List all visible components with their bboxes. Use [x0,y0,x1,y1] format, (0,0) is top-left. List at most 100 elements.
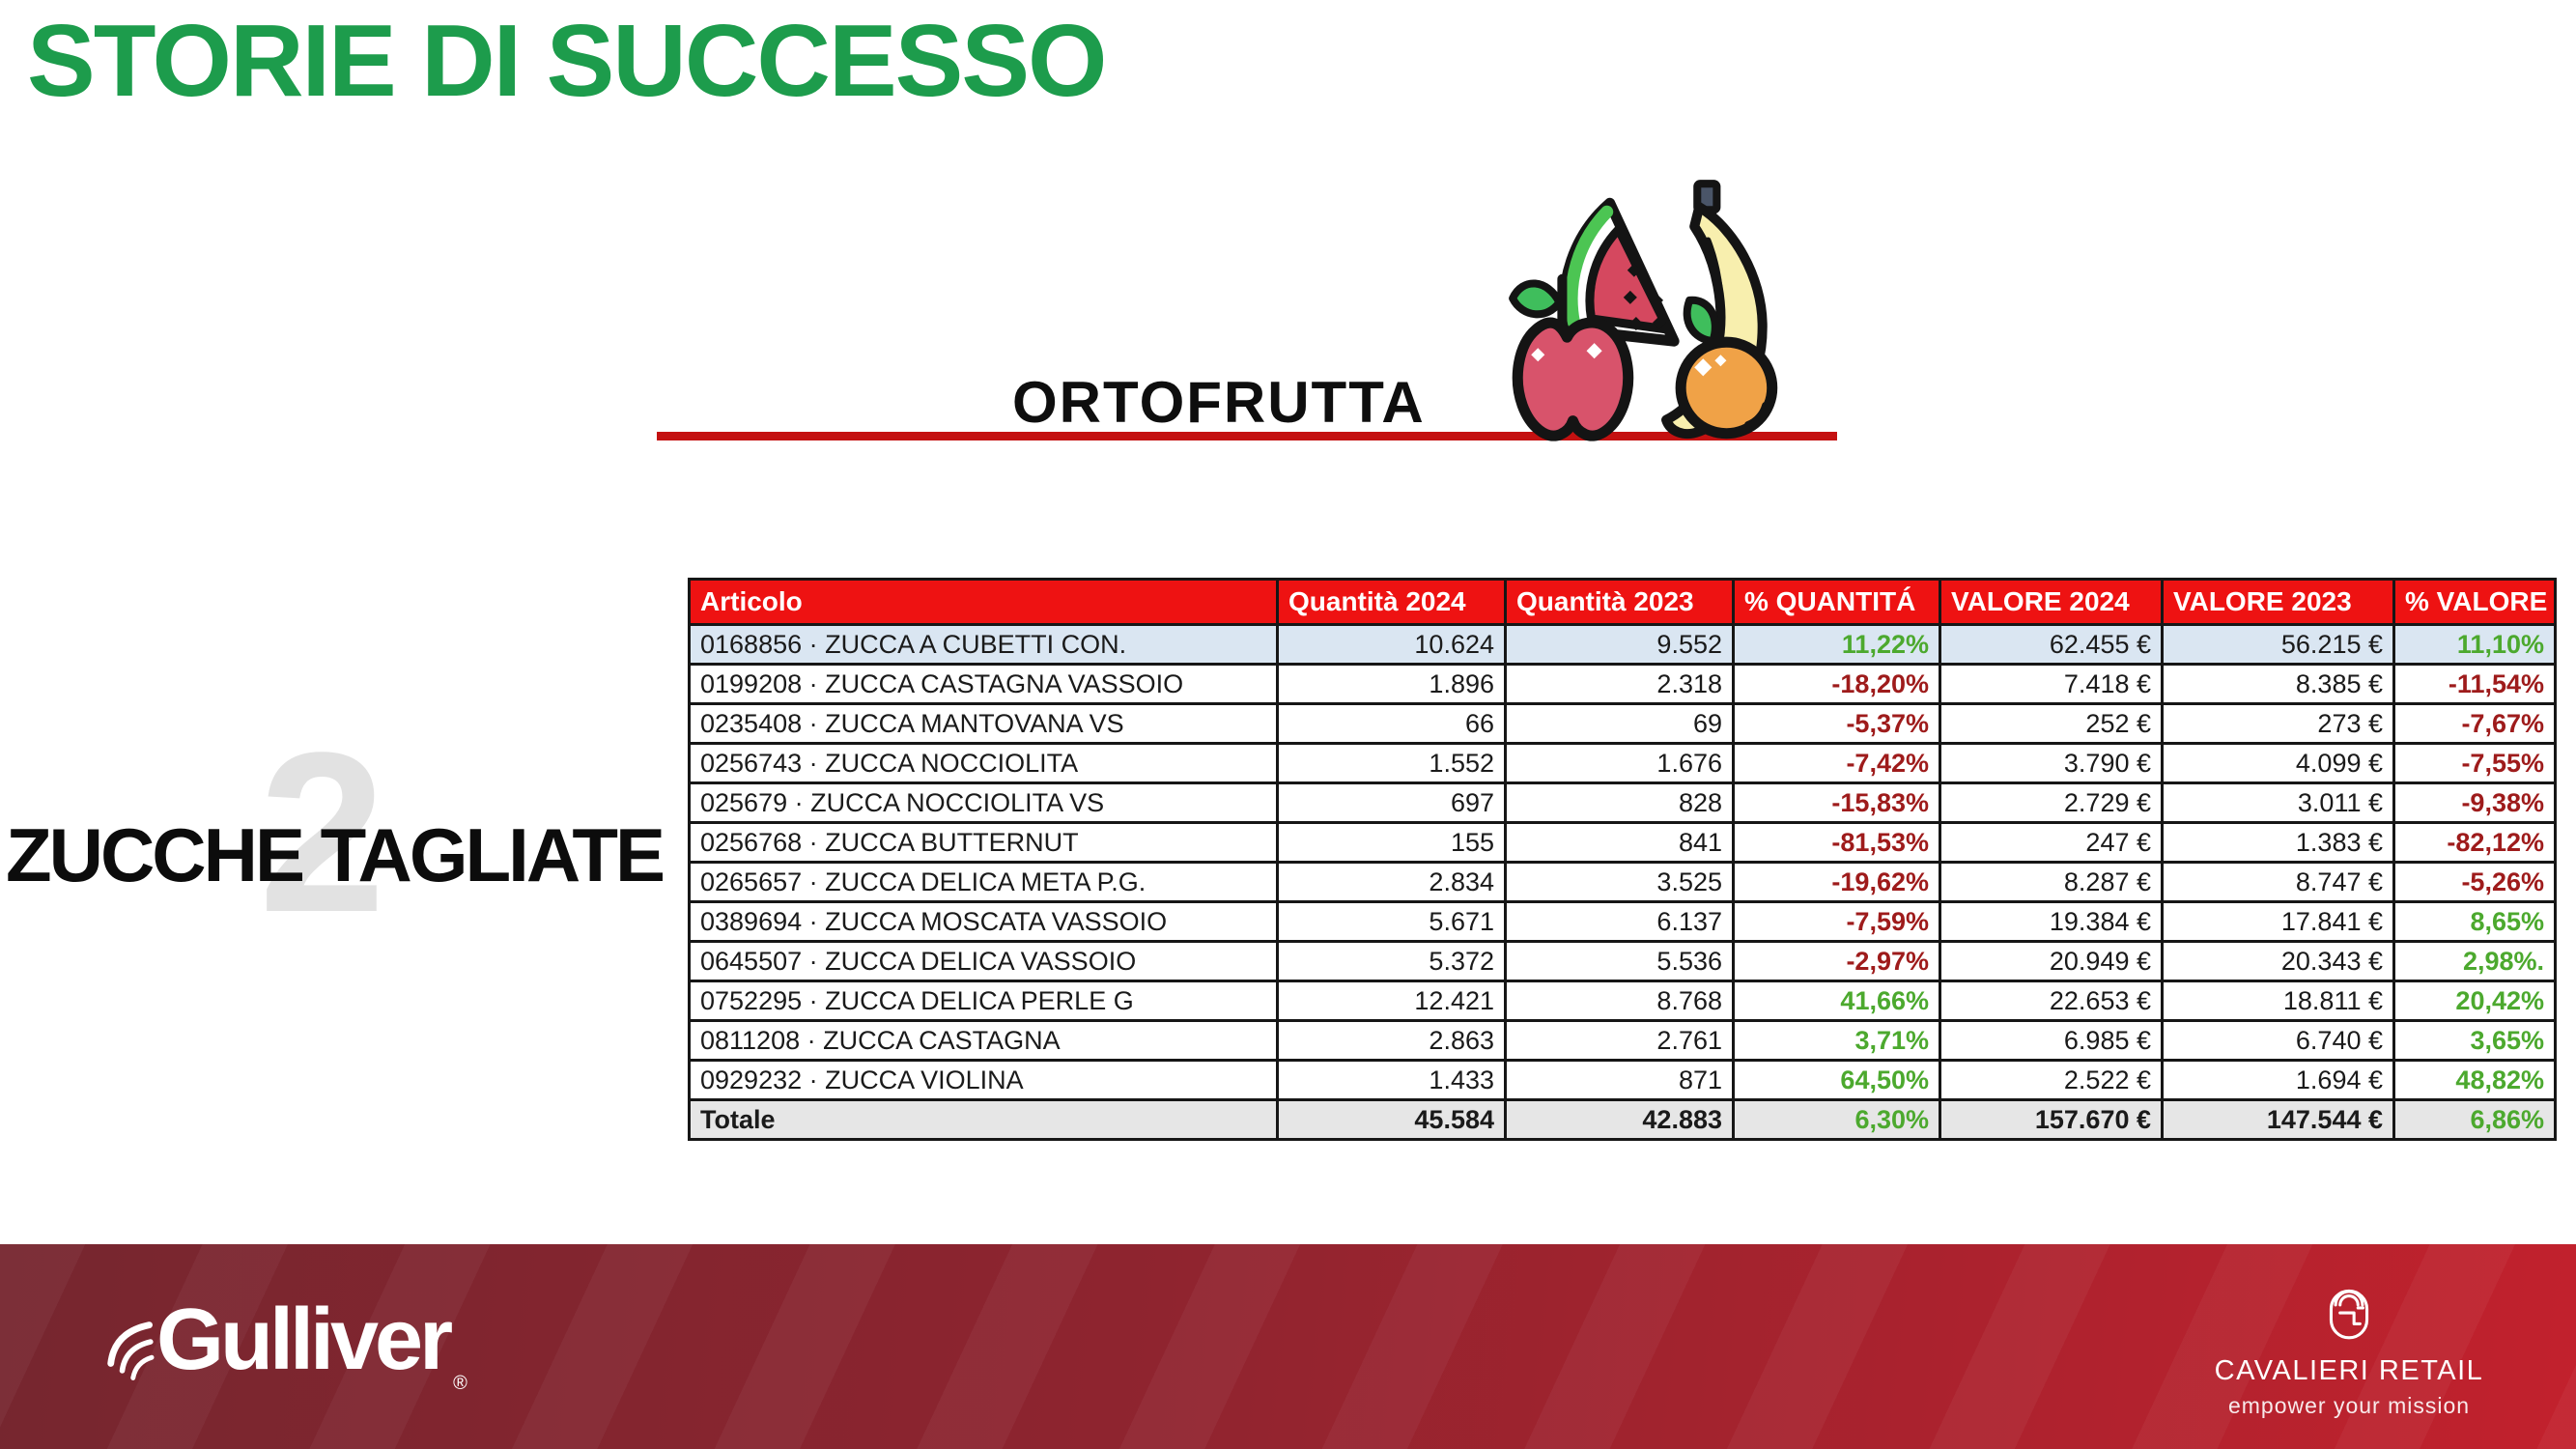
table-row: 0811208 · ZUCCA CASTAGNA 2.863 2.761 3,71% 6… [688,1019,2557,1062]
table-total-row: Totale 45.584 42.883 6,30% 157.670 €147.544 … [688,1098,2557,1141]
cell-quantita-2023: 871 [1504,1059,1735,1101]
cell-pct-quantita: -15,83% [1732,781,1941,824]
cell-valore-2023: 8.385 € [2161,663,2395,705]
col-header-quantita-2024: Quantità 2024 [1276,578,1507,626]
cell-articolo: 0811208 · ZUCCA CASTAGNA [688,1019,1279,1062]
cell-pct-quantita: 41,66% [1732,980,1941,1022]
orange-icon [1675,296,1778,440]
section-underline [657,432,1837,440]
cavalieri-retail-logo: CAVALIERI RETAIL empower your mission [2204,1277,2494,1419]
table-row: 0645507 · ZUCCA DELICA VASSOIO 5.372 5.536… [688,940,2557,982]
table-row: 0752295 · ZUCCA DELICA PERLE G 12.421 8.76… [688,980,2557,1022]
col-header-quantita-2023: Quantità 2023 [1504,578,1735,626]
gulliver-logo: Gulliver ® [102,1296,467,1399]
table-body: 0168856 · ZUCCA A CUBETTI CON. 10.624 9.55… [688,623,2557,1141]
cell-quantita-2023: 69 [1504,702,1735,745]
cell-pct-valore: 11,10% [2392,623,2557,666]
category-number-watermark: 2 [259,705,386,960]
cell-valore-2023: 1.694 € [2161,1059,2395,1101]
table-row: 0256768 · ZUCCA BUTTERNUT 155 841 -81,53% 24… [688,821,2557,864]
table-header-row: Articolo Quantità 2024 Quantità 2023 % Q… [688,578,2557,626]
cell-quantita-2024: 1.896 [1276,663,1507,705]
cell-pct-valore: -9,38% [2392,781,2557,824]
col-header-pct-quantita: % QUANTITÁ [1732,578,1941,626]
cell-quantita-2024: 66 [1276,702,1507,745]
cavalieri-wordmark: CAVALIERI RETAIL [2214,1355,2484,1386]
cell-quantita-2023: 828 [1504,781,1735,824]
cell-quantita-2024: 10.624 [1276,623,1507,666]
cell-pct-quantita: 6,30% [1732,1098,1941,1141]
cell-articolo: 0645507 · ZUCCA DELICA VASSOIO [688,940,1279,982]
cavalieri-fingerprint-icon [2329,1289,2369,1340]
watermelon-icon [1559,197,1680,347]
cell-quantita-2024: 5.671 [1276,900,1507,943]
table-row: 0235408 · ZUCCA MANTOVANA VS 66 69 -5,37% 25… [688,702,2557,745]
cell-pct-quantita: -18,20% [1732,663,1941,705]
cell-valore-2024: 22.653 € [1939,980,2164,1022]
cell-pct-quantita: -7,59% [1732,900,1941,943]
table-row: 0265657 · ZUCCA DELICA META P.G. 2.834 3.5… [688,861,2557,903]
col-header-pct-valore: % VALORE [2392,578,2557,626]
gulliver-swoosh-icon [107,1321,155,1380]
cell-valore-2023: 17.841 € [2161,900,2395,943]
table-row: 0389694 · ZUCCA MOSCATA VASSOIO 5.671 6.13… [688,900,2557,943]
cell-pct-quantita: 64,50% [1732,1059,1941,1101]
fruit-icon [1509,180,1778,441]
cell-quantita-2024: 5.372 [1276,940,1507,982]
cell-pct-quantita: 3,71% [1732,1019,1941,1062]
cell-pct-quantita: -81,53% [1732,821,1941,864]
cell-quantita-2023: 42.883 [1504,1098,1735,1141]
section-title: ORTOFRUTTA [1012,370,1426,435]
cell-pct-quantita: -7,42% [1732,742,1941,784]
cell-valore-2023: 20.343 € [2161,940,2395,982]
cell-articolo: 0929232 · ZUCCA VIOLINA [688,1059,1279,1101]
cell-valore-2023: 3.011 € [2161,781,2395,824]
table-row: 0929232 · ZUCCA VIOLINA 1.433 871 64,50% 2.5… [688,1059,2557,1101]
cell-valore-2024: 252 € [1939,702,2164,745]
cell-articolo: 0389694 · ZUCCA MOSCATA VASSOIO [688,900,1279,943]
cell-quantita-2024: 1.552 [1276,742,1507,784]
cell-pct-quantita: 11,22% [1732,623,1941,666]
gulliver-wordmark: Gulliver [156,1292,453,1388]
cell-pct-quantita: -19,62% [1732,861,1941,903]
cell-quantita-2023: 6.137 [1504,900,1735,943]
cell-valore-2023: 4.099 € [2161,742,2395,784]
cell-pct-valore: -11,54% [2392,663,2557,705]
cell-articolo: 0265657 · ZUCCA DELICA META P.G. [688,861,1279,903]
cell-quantita-2023: 2.318 [1504,663,1735,705]
cell-quantita-2024: 45.584 [1276,1098,1507,1141]
cell-quantita-2024: 2.863 [1276,1019,1507,1062]
cell-articolo: 0256743 · ZUCCA NOCCIOLITA [688,742,1279,784]
cell-pct-valore: -7,55% [2392,742,2557,784]
cell-valore-2023: 18.811 € [2161,980,2395,1022]
cell-quantita-2023: 9.552 [1504,623,1735,666]
cell-articolo: 0199208 · ZUCCA CASTAGNA VASSOIO [688,663,1279,705]
cell-valore-2024: 20.949 € [1939,940,2164,982]
cell-valore-2023: 1.383 € [2161,821,2395,864]
cell-pct-quantita: -2,97% [1732,940,1941,982]
table-row: 025679 · ZUCCA NOCCIOLITA VS 697 828 -15,83… [688,781,2557,824]
cell-valore-2024: 19.384 € [1939,900,2164,943]
cell-pct-valore: 2,98%. [2392,940,2557,982]
cell-quantita-2023: 841 [1504,821,1735,864]
cell-valore-2023: 56.215 € [2161,623,2395,666]
cell-pct-valore: 8,65% [2392,900,2557,943]
cell-quantita-2023: 2.761 [1504,1019,1735,1062]
page-title: STORIE DI SUCCESSO [27,4,1107,118]
cell-valore-2024: 3.790 € [1939,742,2164,784]
cell-pct-valore: 20,42% [2392,980,2557,1022]
data-table: Articolo Quantità 2024 Quantità 2023 % Q… [688,578,2557,1141]
cell-quantita-2024: 12.421 [1276,980,1507,1022]
cell-valore-2024: 2.522 € [1939,1059,2164,1101]
cell-quantita-2023: 3.525 [1504,861,1735,903]
registered-trademark-icon: ® [453,1373,467,1394]
apple-icon [1509,273,1634,441]
col-header-articolo: Articolo [688,578,1279,626]
col-header-valore-2024: VALORE 2024 [1939,578,2164,626]
footer-bar: Gulliver ® CAVALIERI RETAIL empower your… [0,1244,2576,1449]
table-row: 0199208 · ZUCCA CASTAGNA VASSOIO 1.896 2.3… [688,663,2557,705]
cell-quantita-2024: 1.433 [1276,1059,1507,1101]
cell-valore-2023: 8.747 € [2161,861,2395,903]
category-title: ZUCCHE TAGLIATE [6,812,665,897]
cell-valore-2023: 273 € [2161,702,2395,745]
